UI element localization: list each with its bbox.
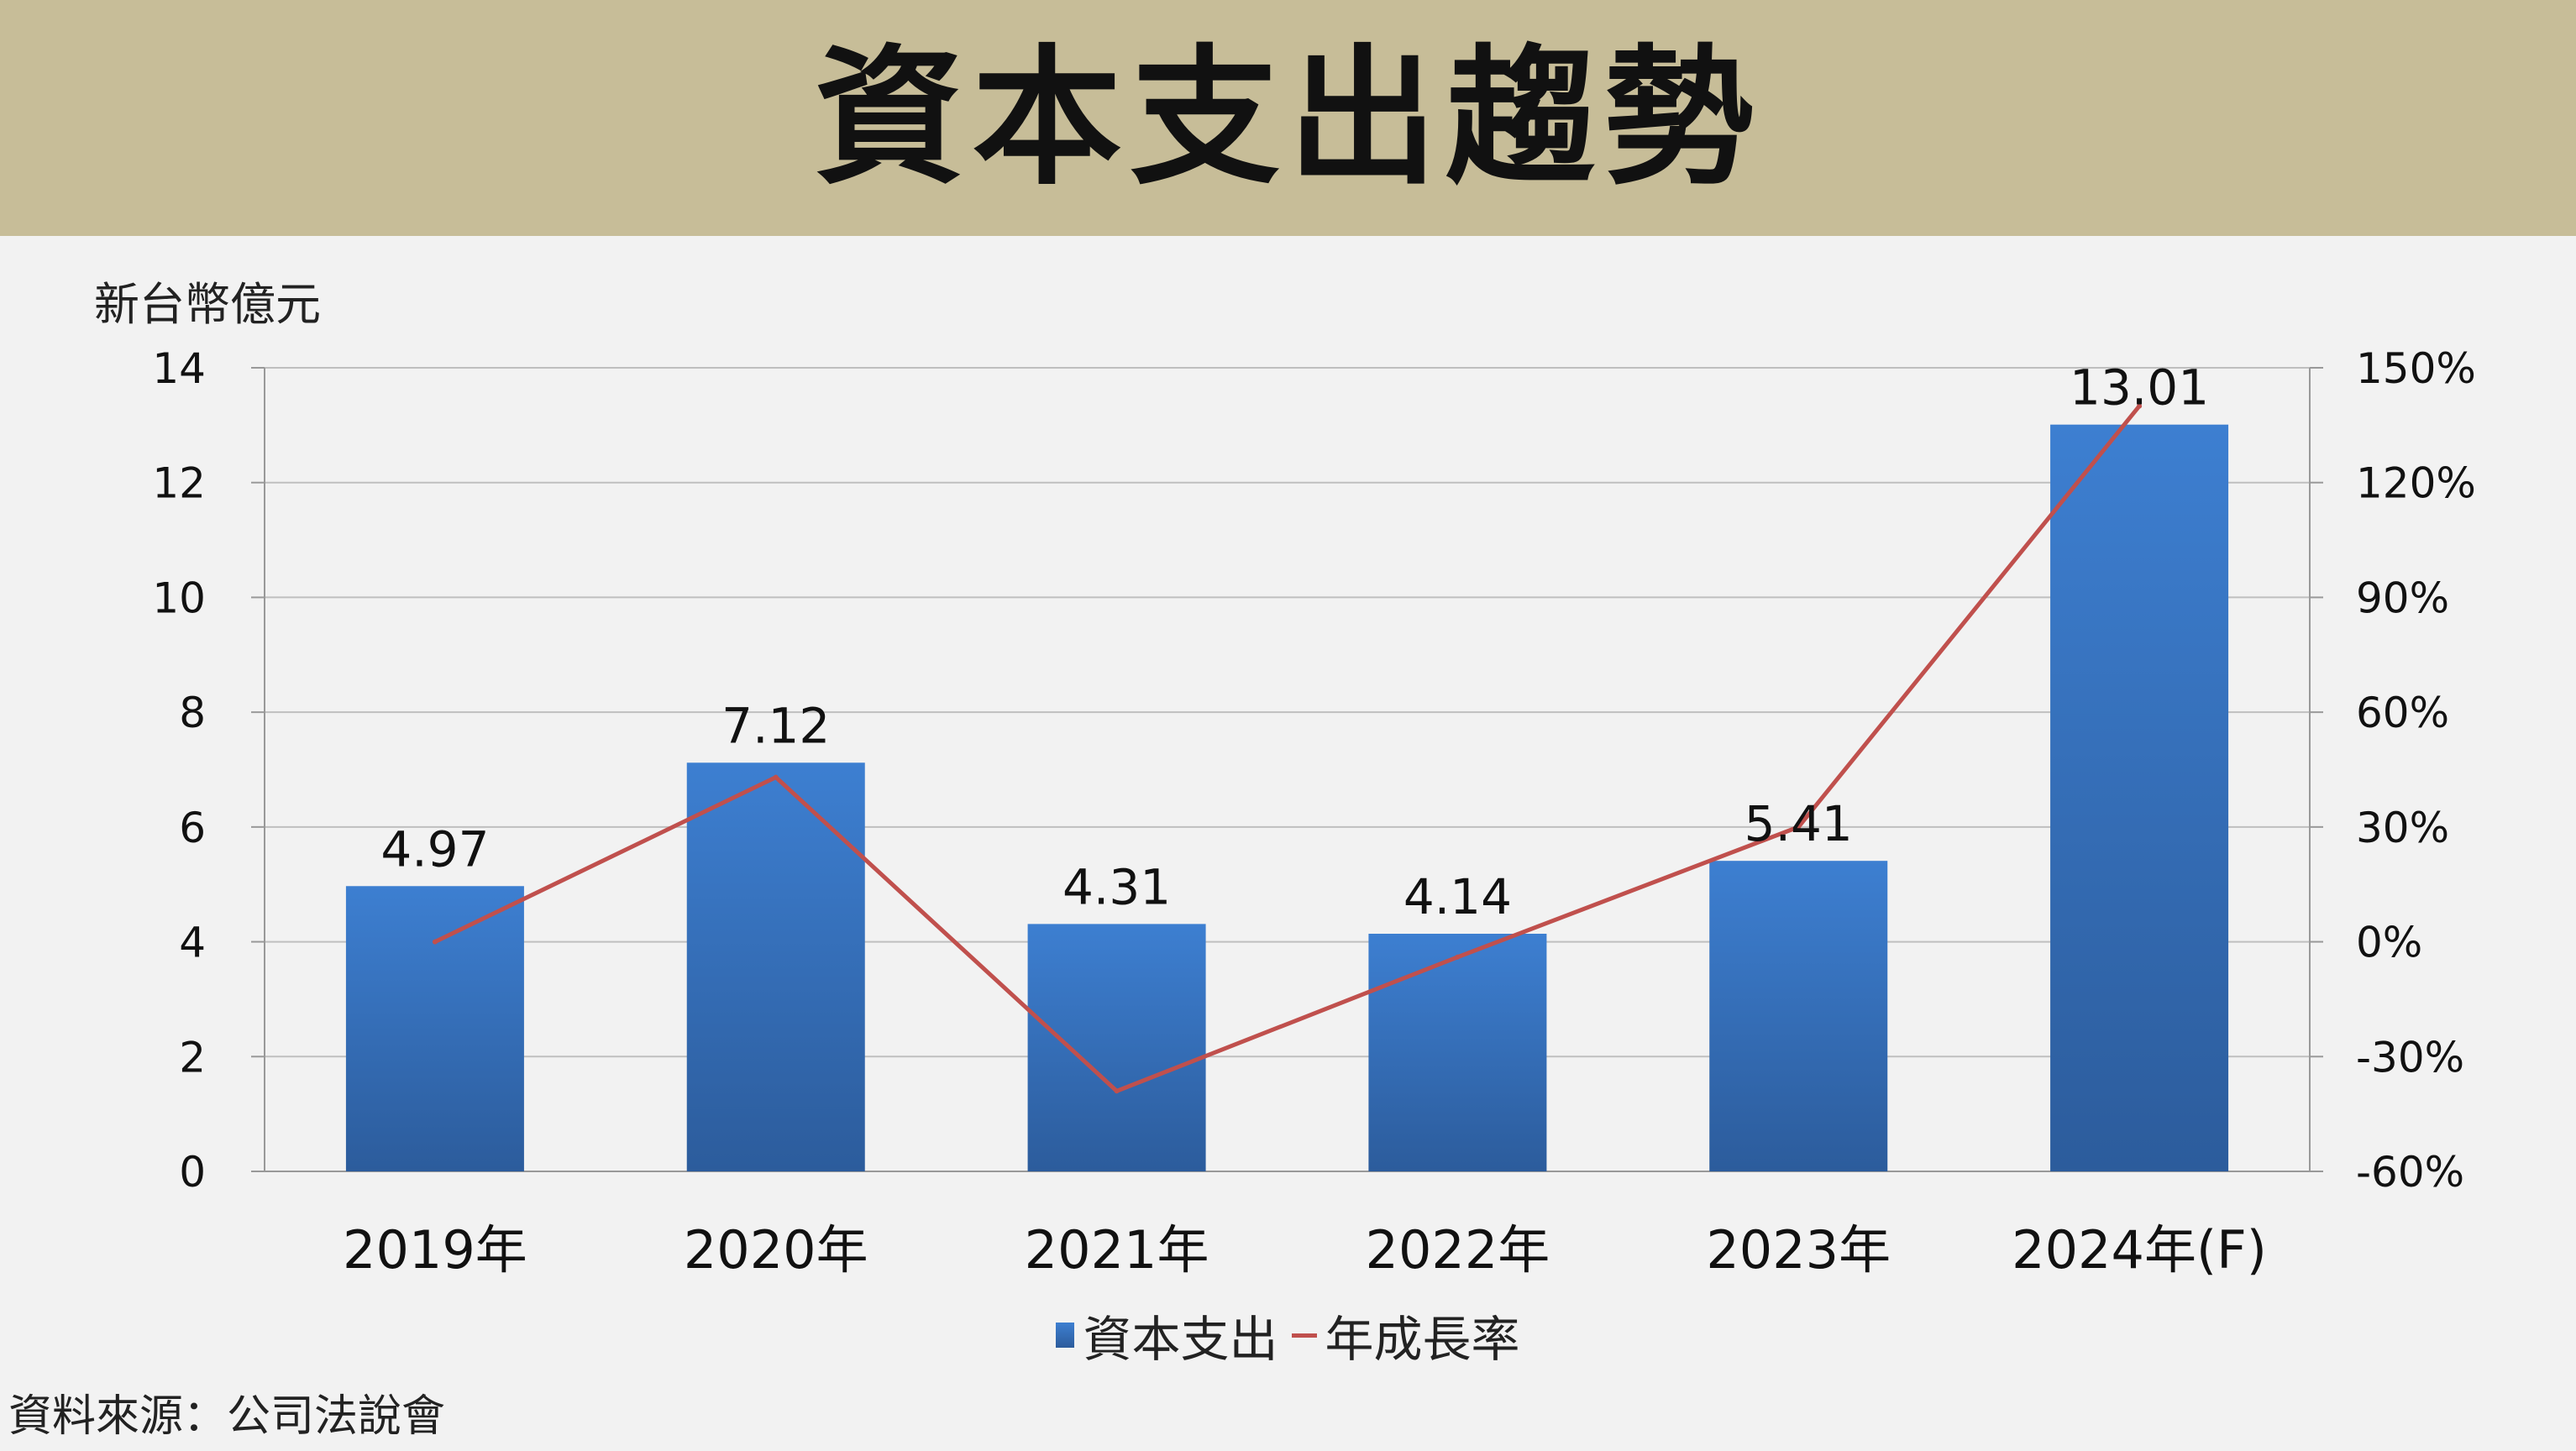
y-right-tick-label: 120% <box>2356 459 2476 508</box>
bar <box>345 886 524 1171</box>
y-right-tick-label: 90% <box>2356 574 2449 622</box>
bar <box>1368 934 1547 1171</box>
y-right-tick-label: -60% <box>2356 1148 2464 1197</box>
bar-data-label: 4.14 <box>1403 868 1512 925</box>
x-tick-label: 2022年 <box>1366 1219 1550 1281</box>
x-tick-label: 2023年 <box>1706 1219 1891 1281</box>
y-left-tick-label: 8 <box>179 689 206 737</box>
growth-rate-point <box>2137 403 2143 409</box>
labels: 0 2 4 6 8 10 12 14 -60% -30% 0% 30% 60% 90% 120% 150% 4.… <box>152 344 2476 1281</box>
legend: 資本支出 年成長率 <box>0 1300 2576 1370</box>
x-tick-label: 2024年(F) <box>2012 1219 2267 1281</box>
gridlines <box>265 367 2310 1172</box>
legend-item-capex: 資本支出 <box>1056 1300 1278 1370</box>
bar <box>2050 424 2229 1171</box>
y-left-tick-label: 4 <box>179 919 206 967</box>
y-right-tick-label: 30% <box>2356 804 2449 852</box>
y-right-tick-label: 0% <box>2356 919 2422 967</box>
y-axis-unit-label: 新台幣億元 <box>94 278 321 331</box>
source-note: 資料來源：公司法說會 <box>8 1391 446 1442</box>
legend-item-growth: 年成長率 <box>1291 1300 1520 1370</box>
y-left-tick-label: 10 <box>152 574 206 622</box>
title-banner: 資本支出趨勢 <box>0 0 2576 236</box>
bar <box>1709 861 1888 1171</box>
bar-data-label: 7.12 <box>721 697 830 754</box>
bar <box>1027 924 1206 1171</box>
y-left-tick-label: 6 <box>179 804 206 852</box>
x-tick-label: 2019年 <box>343 1219 527 1281</box>
legend-bar-swatch <box>1056 1323 1075 1348</box>
bar-data-label: 4.31 <box>1062 858 1171 915</box>
bar-data-label: 4.97 <box>380 820 489 877</box>
bar-data-label: 13.01 <box>2070 359 2209 416</box>
x-tick-label: 2020年 <box>684 1219 868 1281</box>
growth-rate-point <box>773 774 779 780</box>
x-tick-label: 2021年 <box>1025 1219 1209 1281</box>
y-right-tick-label: 150% <box>2356 344 2476 393</box>
bars <box>345 424 2229 1171</box>
growth-rate-line <box>433 404 2142 1094</box>
y-left-tick-label: 2 <box>179 1033 206 1082</box>
legend-line-swatch <box>1291 1333 1317 1338</box>
axes <box>251 367 2323 1172</box>
growth-rate-point <box>1796 824 1802 830</box>
growth-rate-point <box>1455 954 1461 960</box>
growth-line <box>432 403 2143 1094</box>
legend-label-growth: 年成長率 <box>1325 1311 1520 1368</box>
y-left-tick-label: 0 <box>179 1148 206 1197</box>
y-right-tick-label: -30% <box>2356 1033 2464 1082</box>
growth-rate-point <box>1114 1088 1120 1094</box>
y-left-tick-label: 12 <box>152 459 206 508</box>
growth-rate-point <box>432 939 438 945</box>
chart-title: 資本支出趨勢 <box>814 30 1762 205</box>
legend-label-capex: 資本支出 <box>1083 1311 1278 1368</box>
bar-data-label: 5.41 <box>1744 795 1853 852</box>
y-right-tick-label: 60% <box>2356 689 2449 737</box>
bar <box>686 762 865 1171</box>
y-left-tick-label: 14 <box>152 344 206 393</box>
